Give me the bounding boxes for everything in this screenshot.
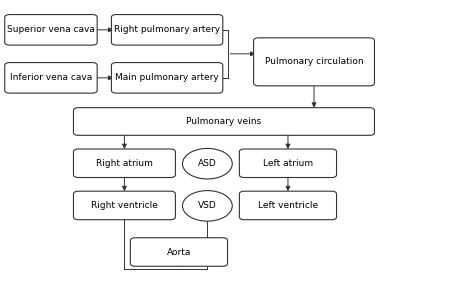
Text: Right atrium: Right atrium: [96, 159, 153, 168]
FancyBboxPatch shape: [130, 238, 228, 266]
Text: Left atrium: Left atrium: [263, 159, 313, 168]
Text: Pulmonary veins: Pulmonary veins: [186, 117, 262, 126]
FancyBboxPatch shape: [73, 149, 175, 178]
FancyBboxPatch shape: [5, 63, 97, 93]
FancyBboxPatch shape: [111, 63, 223, 93]
Text: Inferior vena cava: Inferior vena cava: [10, 73, 92, 82]
FancyBboxPatch shape: [254, 38, 374, 86]
FancyBboxPatch shape: [73, 108, 374, 135]
Text: Right ventricle: Right ventricle: [91, 201, 158, 210]
FancyBboxPatch shape: [239, 191, 337, 220]
Text: ASD: ASD: [198, 159, 217, 168]
Text: Aorta: Aorta: [167, 248, 191, 256]
FancyBboxPatch shape: [239, 149, 337, 178]
FancyBboxPatch shape: [5, 15, 97, 45]
Ellipse shape: [182, 191, 232, 221]
FancyBboxPatch shape: [73, 191, 175, 220]
Text: Left ventricle: Left ventricle: [258, 201, 318, 210]
Text: Main pulmonary artery: Main pulmonary artery: [115, 73, 219, 82]
Text: Superior vena cava: Superior vena cava: [7, 25, 95, 34]
Text: VSD: VSD: [198, 201, 217, 210]
Text: Right pulmonary artery: Right pulmonary artery: [114, 25, 220, 34]
FancyBboxPatch shape: [111, 15, 223, 45]
Text: Pulmonary circulation: Pulmonary circulation: [264, 57, 364, 66]
Ellipse shape: [182, 148, 232, 179]
